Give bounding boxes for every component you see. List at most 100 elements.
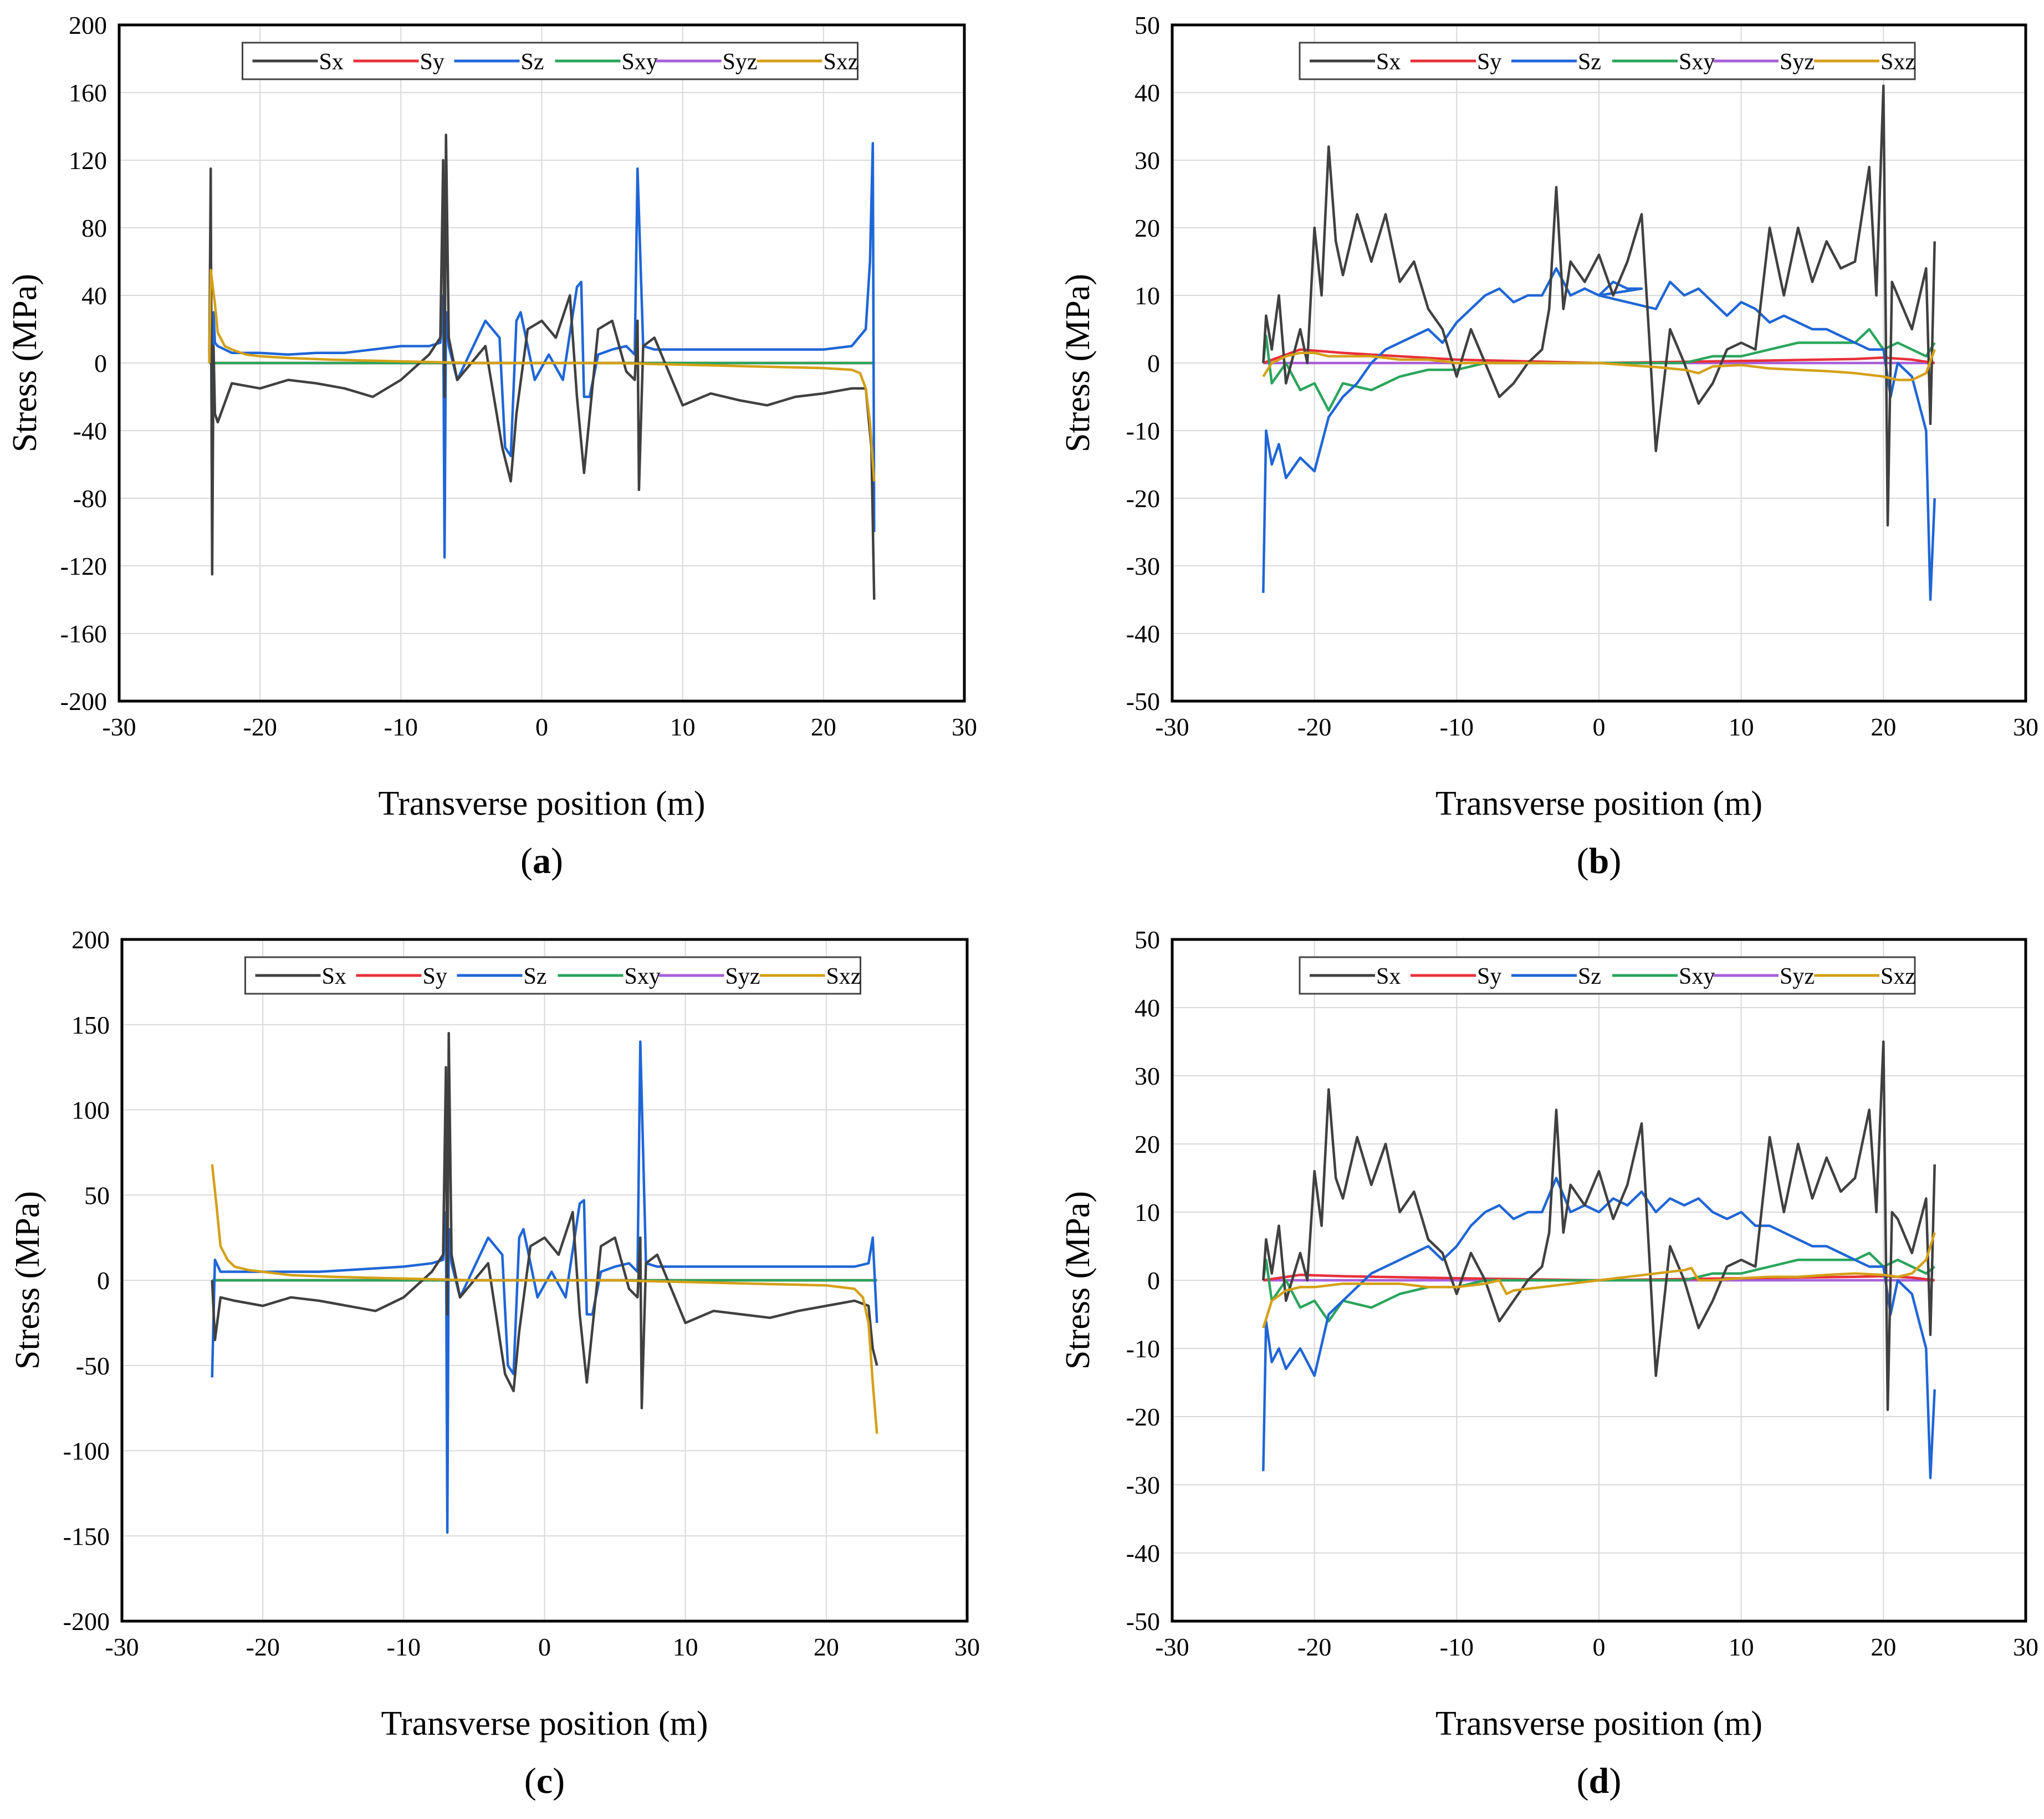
x-tick-label: -10 <box>1440 1633 1474 1661</box>
series-line-sx <box>211 1031 878 1409</box>
x-tick-label: 30 <box>954 1633 980 1661</box>
legend-label-sxy: Sxy <box>1679 49 1715 75</box>
y-tick-label: 0 <box>97 1266 110 1295</box>
y-tick-label: -50 <box>1126 687 1160 716</box>
caption-letter: a <box>533 841 551 881</box>
caption-paren-close: ) <box>553 1761 565 1801</box>
panel-caption: (b) <box>1577 841 1622 881</box>
chart-panel-3: -30 -20 -10 0 10 20 30-200-150-100-50050100150… <box>9 926 980 1801</box>
x-tick-label: 0 <box>1593 1633 1606 1661</box>
x-tick-label: 10 <box>1729 713 1754 741</box>
chart-panel-2: -30 -20 -10 0 10 20 30 -50 -40 -30 -20 -10 0 10 20 30 40… <box>1059 11 2038 881</box>
legend-label-sx: Sx <box>322 964 346 989</box>
legend-label-syz: Syz <box>725 964 760 989</box>
y-tick-label: 10 <box>1135 1198 1160 1227</box>
y-tick-label: -160 <box>60 620 107 648</box>
legend-label-sx: Sx <box>1376 49 1401 75</box>
y-tick-label: -80 <box>73 484 107 513</box>
x-tick-label: -30 <box>1155 1633 1189 1661</box>
y-tick-label: 50 <box>1135 11 1160 39</box>
y-tick-label: -40 <box>73 417 107 445</box>
x-tick-label: -20 <box>243 713 277 741</box>
y-tick-label: 150 <box>71 1011 110 1039</box>
caption-letter: d <box>1589 1761 1609 1801</box>
series-line-sxy <box>1262 1251 1936 1323</box>
chart-panel-4: -30 -20 -10 0 10 20 30 -50 -40 -30 -20 -10 0 10 20 30 40… <box>1059 926 2038 1801</box>
y-tick-label: -200 <box>60 687 107 716</box>
y-tick-label: -30 <box>1126 1471 1160 1499</box>
legend-label-sxy: Sxy <box>625 964 661 989</box>
y-tick-label: -40 <box>1126 1539 1160 1567</box>
legend-label-sx: Sx <box>1376 964 1401 989</box>
x-axis-title: Transverse position (m) <box>381 1705 708 1743</box>
legend-label-sx: Sx <box>319 49 344 75</box>
y-tick-label: 50 <box>1135 926 1160 954</box>
legend-label-syz: Syz <box>1780 49 1815 75</box>
y-tick-label: 40 <box>81 282 107 310</box>
legend-label-sz: Sz <box>521 49 544 75</box>
y-tick-label: 20 <box>1135 214 1160 242</box>
caption-letter: c <box>536 1761 553 1801</box>
plot-frame <box>1171 938 2027 1623</box>
legend-label-sz: Sz <box>1578 49 1601 75</box>
y-tick-label: 200 <box>69 11 107 39</box>
legend: Sx Sy Sz Sxy Syz Sxz <box>242 42 859 80</box>
legend: Sx Sy Sz Sxy Syz Sxz <box>1299 42 1916 80</box>
x-tick-label: -30 <box>105 1633 139 1661</box>
chart-panel-1: -30 -20 -10 0 10 20 30 -200 -160 -120 -80 -40 0 40 80 1… <box>6 11 977 881</box>
panel-caption: (c) <box>524 1761 565 1801</box>
y-axis-title: Stress (MPa) <box>9 1191 47 1370</box>
x-tick-label: -20 <box>1297 713 1331 741</box>
y-axis-title: Stress (MPa) <box>6 274 44 452</box>
y-axis-title: Stress (MPa) <box>1059 1191 1097 1370</box>
y-tick-label: 30 <box>1135 146 1160 175</box>
y-tick-label: -120 <box>60 552 107 580</box>
plot-frame <box>120 938 969 1623</box>
y-tick-label: 120 <box>69 146 107 175</box>
series-line-sx <box>1262 84 1936 527</box>
y-tick-label: 40 <box>1135 994 1160 1022</box>
y-tick-label: 40 <box>1135 79 1160 107</box>
y-tick-label: 50 <box>84 1181 110 1209</box>
legend-label-sy: Sy <box>420 49 444 75</box>
y-tick-label: -10 <box>1126 417 1160 445</box>
x-tick-label: 10 <box>673 1633 698 1661</box>
x-tick-label: 30 <box>2013 1633 2038 1661</box>
legend-label-sy: Sy <box>423 964 447 989</box>
y-tick-label: -200 <box>63 1607 110 1636</box>
series-line-sz <box>211 1040 878 1534</box>
panel-caption: (a) <box>520 841 563 881</box>
y-tick-label: -30 <box>1126 552 1160 580</box>
legend-label-sxy: Sxy <box>622 49 658 75</box>
y-tick-label: 20 <box>1135 1130 1160 1158</box>
x-axis-title: Transverse position (m) <box>378 785 705 822</box>
series-line-sz <box>1262 267 1936 601</box>
y-tick-label: 80 <box>81 214 107 242</box>
y-tick-label: -50 <box>76 1352 110 1380</box>
y-tick-label: -150 <box>63 1522 110 1550</box>
x-tick-label: 20 <box>811 713 836 741</box>
x-tick-label: 30 <box>2013 713 2038 741</box>
legend-label-sz: Sz <box>524 964 547 989</box>
x-tick-label: 20 <box>1871 713 1896 741</box>
plot-frame <box>117 23 966 703</box>
legend-label-sxz: Sxz <box>824 49 859 75</box>
caption-letter: b <box>1589 841 1609 881</box>
x-tick-label: -30 <box>102 713 136 741</box>
legend: Sx Sy Sz Sxy Syz Sxz <box>1299 956 1916 995</box>
y-tick-label: 0 <box>1147 349 1160 377</box>
x-tick-label: 0 <box>535 713 548 741</box>
x-tick-label: -10 <box>384 713 418 741</box>
series-line-sxz <box>211 1164 878 1434</box>
x-axis-title: Transverse position (m) <box>1435 785 1762 822</box>
legend-box <box>1299 42 1916 80</box>
y-tick-label: 100 <box>71 1096 110 1125</box>
series-line-sxz <box>208 269 876 482</box>
caption-paren-open: ( <box>520 841 533 881</box>
x-tick-label: -20 <box>246 1633 280 1661</box>
legend: Sx Sy Sz Sxy Syz Sxz <box>244 956 861 995</box>
y-tick-label: -20 <box>1126 1403 1160 1431</box>
legend-box <box>242 42 859 80</box>
legend-label-syz: Syz <box>1780 964 1815 989</box>
